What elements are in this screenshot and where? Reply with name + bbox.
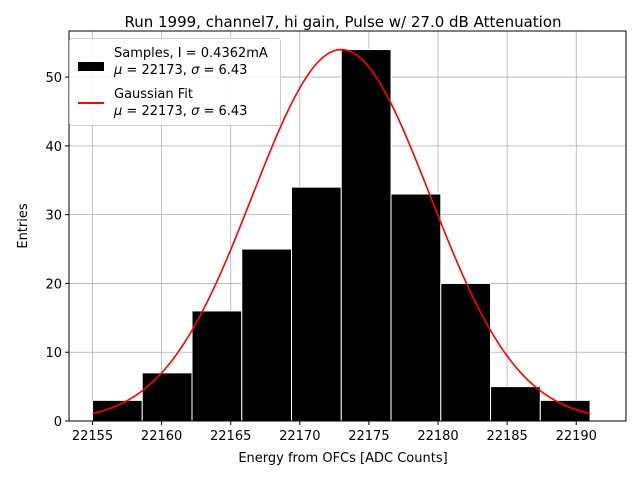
legend-samples-swatch [78, 62, 104, 71]
histogram-bar-9 [490, 386, 541, 422]
histogram-bar-5 [291, 186, 342, 422]
chart-title: Run 1999, channel7, hi gain, Pulse w/ 27… [124, 13, 561, 31]
histogram-bar-7 [390, 193, 442, 422]
x-tick-label: 22190 [556, 429, 597, 444]
histogram-bar-6 [340, 49, 392, 422]
legend-fit-label: Gaussian Fit [114, 87, 194, 102]
plot-frame [68, 30, 627, 422]
y-tick-label: 40 [45, 140, 62, 155]
y-tick-label: 20 [45, 277, 62, 292]
histogram-bar-4 [241, 248, 293, 422]
x-axis-label: Energy from OFCs [ADC Counts] [238, 451, 447, 466]
y-axis-ticks: 0 10 20 30 40 50 [45, 71, 69, 430]
histogram-bar-10 [539, 399, 591, 422]
x-tick-label: 22185 [486, 429, 527, 444]
legend-samples-stats: μ = 22173, σ = 6.43 [114, 63, 248, 78]
x-tick-label: 22155 [72, 429, 113, 444]
x-tick-label: 22170 [279, 429, 320, 444]
x-tick-label: 22180 [417, 429, 458, 444]
histogram-bar-8 [440, 282, 492, 422]
histogram-bar-3 [191, 310, 243, 422]
legend-fit-stats: μ = 22173, σ = 6.43 [114, 104, 248, 119]
histogram-bar-1 [91, 399, 143, 422]
legend: Samples, I = 0.4362mA μ = 22173, σ = 6.4… [69, 38, 281, 126]
y-axis-label: Entries [16, 203, 31, 249]
y-tick-label: 50 [45, 71, 62, 86]
y-tick-label: 0 [54, 415, 62, 430]
histogram-bar-2 [141, 372, 193, 422]
x-axis-ticks: 22155 22160 22165 22170 22175 22180 22185 22190 [72, 421, 597, 444]
y-tick-label: 10 [45, 346, 62, 361]
legend-fit-swatch [78, 102, 104, 104]
gaussian-fit-curve [92, 48, 591, 415]
x-tick-label: 22175 [348, 429, 389, 444]
legend-samples-label: Samples, I = 0.4362mA [114, 46, 268, 61]
x-tick-label: 22165 [210, 429, 251, 444]
y-tick-label: 30 [45, 209, 62, 224]
x-tick-label: 22160 [141, 429, 182, 444]
